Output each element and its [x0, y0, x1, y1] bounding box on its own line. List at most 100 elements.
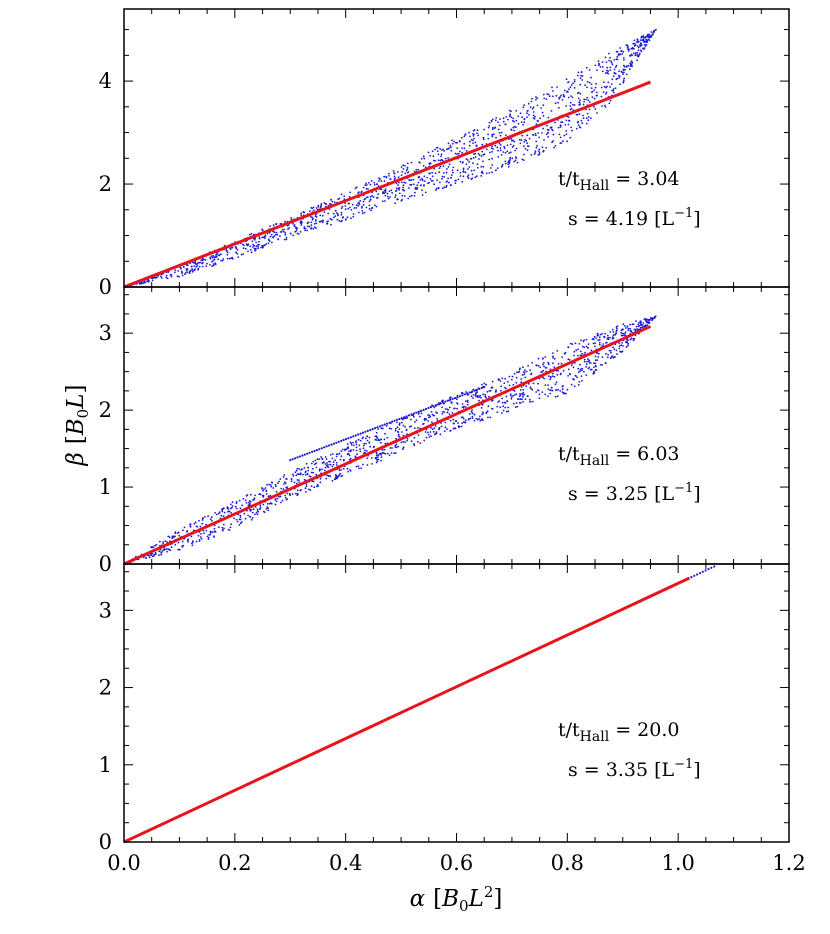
scatter-point: [547, 361, 550, 364]
scatter-point: [178, 275, 180, 278]
scatter-point: [197, 267, 200, 270]
scatter-point: [352, 215, 355, 218]
scatter-point: [388, 175, 390, 177]
scatter-point: [622, 64, 625, 67]
y-tick-label: 3: [99, 598, 112, 622]
scatter-point: [326, 222, 328, 225]
scatter-point: [335, 453, 338, 455]
scatter-point: [613, 59, 616, 61]
scatter-point: [373, 184, 376, 186]
scatter-point: [406, 166, 409, 169]
scatter-point: [627, 344, 629, 347]
scatter-point: [449, 430, 452, 432]
scatter-point: [612, 346, 614, 349]
scatter-point: [545, 367, 548, 369]
scatter-point: [247, 243, 250, 246]
scatter-point: [429, 406, 432, 409]
scatter-point: [227, 510, 229, 513]
scatter-point: [476, 391, 478, 393]
scatter-point: [474, 176, 477, 179]
scatter-point: [285, 238, 288, 241]
scatter-point: [393, 452, 396, 455]
scatter-point: [558, 133, 561, 136]
scatter-point: [325, 464, 328, 467]
scatter-point: [516, 161, 519, 164]
scatter-point: [531, 107, 534, 110]
scatter-point: [523, 118, 526, 121]
scatter-point: [231, 501, 234, 503]
scatter-point: [586, 96, 589, 99]
scatter-point: [587, 99, 590, 102]
scatter-point: [154, 544, 157, 547]
scatter-point: [461, 406, 464, 409]
scatter-point: [317, 204, 320, 207]
scatter-point: [277, 482, 279, 484]
scatter-point: [366, 435, 369, 438]
scatter-point: [306, 222, 309, 225]
scatter-point: [323, 469, 326, 472]
scatter-point: [268, 232, 271, 234]
scatter-point: [507, 165, 510, 168]
scatter-point: [445, 171, 448, 174]
scatter-point: [298, 468, 301, 470]
scatter-point: [378, 180, 380, 182]
scatter-point: [484, 393, 487, 396]
scatter-point: [401, 188, 404, 191]
scatter-point: [567, 96, 570, 99]
scatter-point: [444, 421, 447, 424]
scatter-point: [588, 81, 591, 84]
scatter-point: [601, 66, 604, 68]
scatter-point: [559, 142, 562, 145]
scatter-point: [590, 349, 593, 352]
scatter-point: [302, 473, 304, 476]
scatter-point: [434, 404, 437, 407]
scatter-point: [365, 206, 368, 209]
scatter-point: [244, 517, 247, 520]
scatter-point: [630, 337, 633, 340]
scatter-point: [521, 158, 524, 161]
scatter-point: [634, 328, 637, 331]
scatter-point: [413, 443, 415, 445]
scatter-point: [501, 377, 504, 380]
scatter-point: [473, 419, 476, 422]
scatter-point: [542, 376, 544, 379]
scatter-point: [644, 318, 646, 320]
scatter-point: [359, 439, 362, 442]
scatter-point: [467, 168, 469, 170]
scatter-point: [596, 69, 598, 71]
scatter-point: [259, 493, 262, 496]
scatter-point: [316, 458, 319, 461]
scatter-point: [355, 449, 358, 452]
scatter-point: [578, 381, 581, 383]
scatter-point: [340, 455, 343, 458]
scatter-point: [459, 175, 462, 177]
scatter-point: [262, 490, 264, 492]
scatter-point: [406, 437, 409, 440]
scatter-point: [532, 106, 535, 109]
scatter-point: [213, 258, 216, 261]
scatter-point: [177, 541, 180, 544]
scatter-point: [420, 157, 423, 160]
scatter-point: [324, 456, 327, 458]
scatter-point: [441, 187, 444, 190]
scatter-point: [382, 452, 384, 454]
scatter-point: [648, 35, 651, 38]
scatter-point: [593, 366, 595, 369]
scatter-point: [565, 105, 568, 107]
scatter-point: [519, 142, 522, 145]
scatter-point: [401, 448, 404, 450]
scatter-point: [441, 159, 444, 162]
scatter-point: [432, 430, 435, 433]
scatter-point: [390, 427, 392, 430]
scatter-point: [567, 116, 570, 118]
scatter-point: [231, 256, 234, 259]
scatter-point: [487, 137, 490, 140]
scatter-point: [220, 259, 223, 262]
scatter-point: [195, 266, 198, 268]
scatter-point: [355, 207, 358, 209]
scatter-point: [258, 237, 261, 240]
scatter-point: [458, 395, 462, 398]
scatter-point: [229, 526, 232, 529]
scatter-point: [393, 172, 396, 175]
